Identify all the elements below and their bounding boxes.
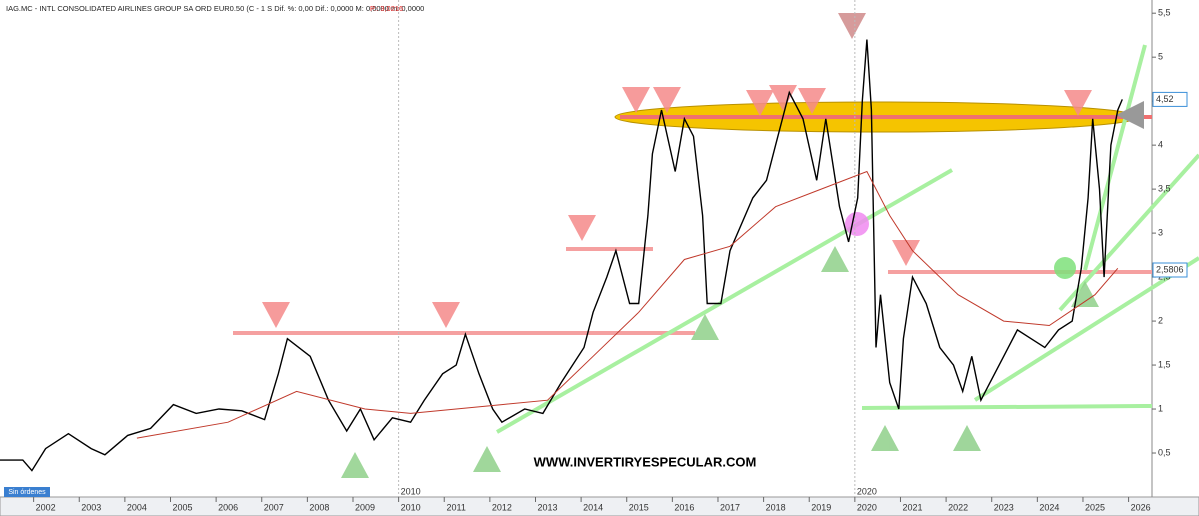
y-tick-label: 3 xyxy=(1158,227,1163,237)
y-tick-label: 1 xyxy=(1158,403,1163,413)
header: IAG.MC - INTL CONSOLIDATED AIRLINES GROU… xyxy=(6,4,424,13)
x-tick-label: 2012 xyxy=(492,502,512,512)
marker xyxy=(1054,257,1076,279)
annotations xyxy=(233,13,1199,478)
x-tick-label: 2003 xyxy=(81,502,101,512)
x-tick-label: 2004 xyxy=(127,502,147,512)
x-tick-label: 2011 xyxy=(447,502,466,512)
y-tick-label: 5,5 xyxy=(1158,8,1171,18)
x-tick-label: 2023 xyxy=(994,502,1014,512)
price-badge-label: 4,52 xyxy=(1156,94,1174,104)
x-tick-label: 2008 xyxy=(309,502,329,512)
x-tick-label: 2005 xyxy=(172,502,192,512)
y-tick-label: 2 xyxy=(1158,315,1163,325)
price-badge xyxy=(1152,91,1188,107)
x-tick-label: 2021 xyxy=(902,502,922,512)
x-tick-label: 2010 xyxy=(401,502,421,512)
x-axis-band xyxy=(0,496,1199,516)
watermark: WWW.INVERTIRYESPECULAR.COM xyxy=(534,454,757,469)
orders-badge xyxy=(4,487,50,497)
x-tick-label: 2020 xyxy=(857,502,877,512)
x-tick-label: 2022 xyxy=(948,502,968,512)
y-tick-label: 3,5 xyxy=(1158,183,1171,193)
x-tick-label: 2016 xyxy=(674,502,694,512)
y-tick-label: 1,5 xyxy=(1158,359,1171,369)
buy-signals xyxy=(341,246,1099,478)
x-tick-label: 2002 xyxy=(36,502,56,512)
y-tick-label: 4 xyxy=(1158,140,1163,150)
orders: Sin órdenes xyxy=(8,489,46,496)
x-tick-label: 2009 xyxy=(355,502,375,512)
price-badge-label: 2,5806 xyxy=(1156,264,1184,274)
price-line xyxy=(0,39,1123,472)
y-tick-label: 5 xyxy=(1158,52,1163,62)
x-tick-label: 2018 xyxy=(766,502,786,512)
price-line xyxy=(136,170,1119,439)
decade-label: 2020 xyxy=(857,486,877,496)
marker xyxy=(845,212,869,236)
x-tick-label: 2025 xyxy=(1085,502,1105,512)
trendlines xyxy=(496,44,1199,434)
x-tick-label: 2013 xyxy=(537,502,557,512)
decade-label: 2010 xyxy=(401,486,421,496)
x-tick-label: 2017 xyxy=(720,502,740,512)
sell-signals xyxy=(262,13,1092,328)
x-tick-label: 2024 xyxy=(1039,502,1059,512)
y-tick-label: 0,5 xyxy=(1158,447,1171,457)
x-tick-label: 2014 xyxy=(583,502,603,512)
price-note: P.: 3,0216 xyxy=(370,4,403,13)
marker xyxy=(1116,101,1144,129)
x-tick-label: 2006 xyxy=(218,502,238,512)
x-tick-label: 2007 xyxy=(264,502,284,512)
x-tick-label: 2026 xyxy=(1131,502,1151,512)
x-tick-label: 2015 xyxy=(629,502,649,512)
x-tick-label: 2019 xyxy=(811,502,831,512)
price-badge xyxy=(1152,262,1188,278)
